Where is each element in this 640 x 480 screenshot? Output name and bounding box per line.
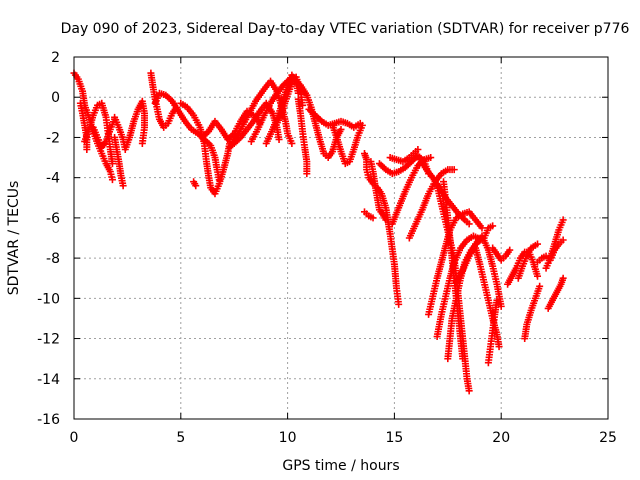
y-axis-label: SDTVAR / TECUs (6, 181, 22, 296)
y-tick-label: 0 (51, 90, 60, 106)
grid (74, 57, 608, 419)
series-arc-38 (514, 240, 542, 282)
data-point (108, 160, 116, 168)
data-point (395, 300, 403, 308)
series-arc-17 (294, 95, 311, 178)
x-tick-label: 10 (279, 430, 297, 446)
series-arc-9 (177, 99, 234, 198)
data-point (382, 216, 390, 224)
data-point (465, 220, 473, 228)
data-point (489, 222, 497, 230)
series-arc-25 (388, 154, 435, 228)
data-point (294, 89, 302, 97)
data-point (138, 139, 146, 147)
data-point (497, 302, 505, 310)
x-tick-label: 5 (176, 430, 185, 446)
series-arc-21 (367, 158, 390, 224)
series-arc-8 (151, 89, 223, 184)
data-point (119, 182, 127, 190)
data-point (337, 125, 345, 133)
data-point (303, 170, 311, 178)
x-tick-label: 0 (70, 430, 79, 446)
series-arc-24 (386, 146, 422, 166)
data-point (506, 246, 514, 254)
y-tick-labels: -16 -14 -12 -10 -8 -6 -4 -2 0 2 (37, 50, 60, 428)
series-arc-22 (360, 208, 377, 222)
x-tick-label: 15 (385, 430, 403, 446)
y-tick-label: -10 (37, 291, 60, 307)
x-axis-label: GPS time / hours (282, 458, 399, 474)
plot-frame (73, 56, 609, 420)
data-point (427, 154, 435, 162)
chart-title: Day 090 of 2023, Sidereal Day-to-day VTE… (61, 21, 630, 37)
data-point (108, 176, 116, 184)
series-arc-13 (226, 77, 296, 151)
y-tick-label: -2 (46, 130, 60, 146)
data-point (459, 355, 467, 363)
y-tick-label: -8 (46, 251, 60, 267)
data-point (450, 166, 458, 174)
data-point (358, 121, 366, 129)
data-point (534, 240, 542, 248)
data-point (493, 296, 501, 304)
x-tick-label: 20 (492, 430, 510, 446)
data-point (495, 343, 503, 351)
y-tick-label: -6 (46, 211, 60, 227)
y-tick-label: -14 (37, 372, 60, 388)
data-point (536, 282, 544, 290)
series-arc-33 (452, 232, 505, 310)
data-point (534, 272, 542, 280)
data-point (559, 274, 567, 282)
series-arc-41 (544, 274, 567, 312)
series-arc-3 (81, 99, 116, 168)
data-point (275, 135, 283, 143)
series-arc-19 (328, 121, 366, 168)
data-point (192, 182, 200, 190)
data-point (465, 387, 473, 395)
y-tick-label: -12 (37, 332, 60, 348)
axis-ticks (73, 56, 609, 420)
data-point (559, 216, 567, 224)
data-point (288, 139, 296, 147)
x-tick-label: 25 (599, 430, 617, 446)
y-tick-label: -4 (46, 171, 60, 187)
data-point (478, 224, 486, 232)
data-point (83, 146, 91, 154)
series-arc-36 (489, 244, 514, 264)
series-arc-6 (111, 97, 148, 154)
y-tick-label: 2 (51, 50, 60, 66)
series-arc-16 (271, 75, 345, 162)
y-tick-label: -16 (37, 412, 60, 428)
data-point (559, 236, 567, 244)
data-points (70, 69, 567, 395)
data-point (414, 146, 422, 154)
series-arc-2 (76, 99, 91, 154)
series-arc-5 (111, 133, 127, 190)
data-point (369, 214, 377, 222)
series-arc-39 (521, 282, 544, 343)
series-arc-10 (190, 178, 200, 190)
series-arc-35 (484, 296, 501, 367)
series-arc-42 (542, 216, 567, 272)
series-arc-7 (147, 69, 181, 131)
x-tick-labels: 0 5 10 15 20 25 (70, 430, 617, 446)
series-arc-31 (433, 232, 482, 341)
